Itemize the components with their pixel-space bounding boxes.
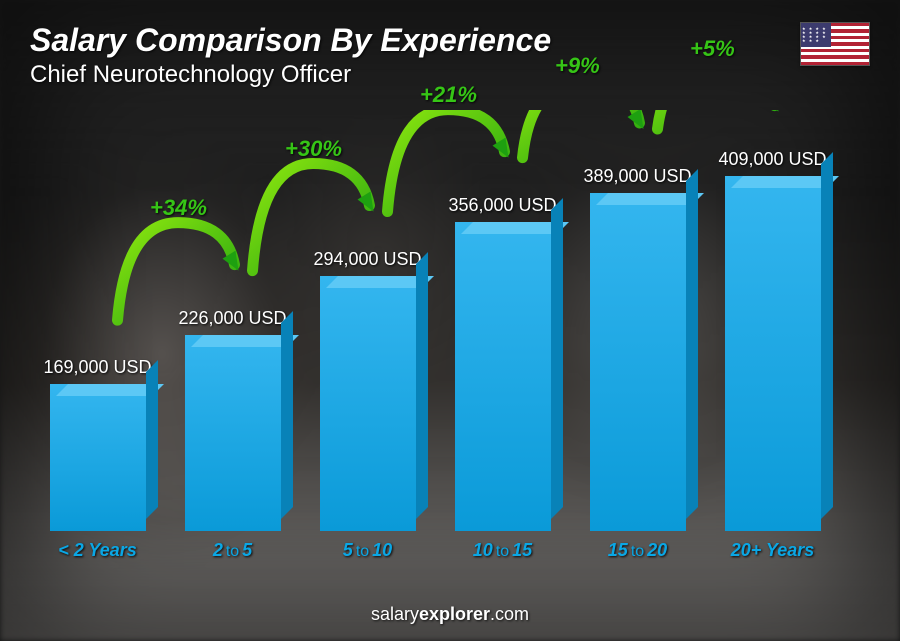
x-axis-label: 10to15 (435, 540, 570, 561)
bar-value-label: 356,000 USD (448, 195, 556, 216)
bar (455, 222, 551, 531)
bar-slot: 294,000 USD (300, 110, 435, 531)
country-flag-icon: ★ ★ ★ ★ ★ ★ ★ ★ ★ ★ ★ ★ ★ ★ ★ (800, 22, 870, 66)
bar (185, 335, 281, 531)
x-axis-label: 15to20 (570, 540, 705, 561)
bar-value-label: 226,000 USD (178, 308, 286, 329)
bar-slot: 169,000 USD (30, 110, 165, 531)
x-axis: < 2 Years2to55to1010to1515to2020+ Years (30, 540, 840, 561)
increase-label: +30% (285, 136, 342, 162)
x-axis-label: 5to10 (300, 540, 435, 561)
bar-value-label: 389,000 USD (583, 166, 691, 187)
footer-brand: salaryexplorer.com (0, 604, 900, 625)
bar-slot: 389,000 USD (570, 110, 705, 531)
bar-slot: 226,000 USD (165, 110, 300, 531)
salary-chart: 169,000 USD 226,000 USD 294,000 USD 356,000… (30, 110, 840, 561)
x-axis-label: 2to5 (165, 540, 300, 561)
bar-slot: 356,000 USD (435, 110, 570, 531)
bar (320, 276, 416, 531)
bar-container: 169,000 USD 226,000 USD 294,000 USD 356,000… (30, 110, 840, 531)
bar (725, 176, 821, 531)
bar-value-label: 409,000 USD (718, 149, 826, 170)
bar (590, 193, 686, 531)
x-axis-label: < 2 Years (30, 540, 165, 561)
increase-label: +34% (150, 195, 207, 221)
x-axis-label: 20+ Years (705, 540, 840, 561)
page-title: Salary Comparison By Experience (30, 22, 551, 59)
header: Salary Comparison By Experience Chief Ne… (30, 22, 870, 89)
brand-part2: explorer (419, 604, 490, 624)
bar (50, 384, 146, 531)
increase-label: +21% (420, 82, 477, 108)
bar-value-label: 294,000 USD (313, 249, 421, 270)
brand-part1: salary (371, 604, 419, 624)
increase-label: +5% (690, 36, 735, 62)
title-block: Salary Comparison By Experience Chief Ne… (30, 22, 551, 89)
bar-slot: 409,000 USD (705, 110, 840, 531)
increase-label: +9% (555, 53, 600, 79)
bar-value-label: 169,000 USD (43, 357, 151, 378)
brand-suffix: .com (490, 604, 529, 624)
